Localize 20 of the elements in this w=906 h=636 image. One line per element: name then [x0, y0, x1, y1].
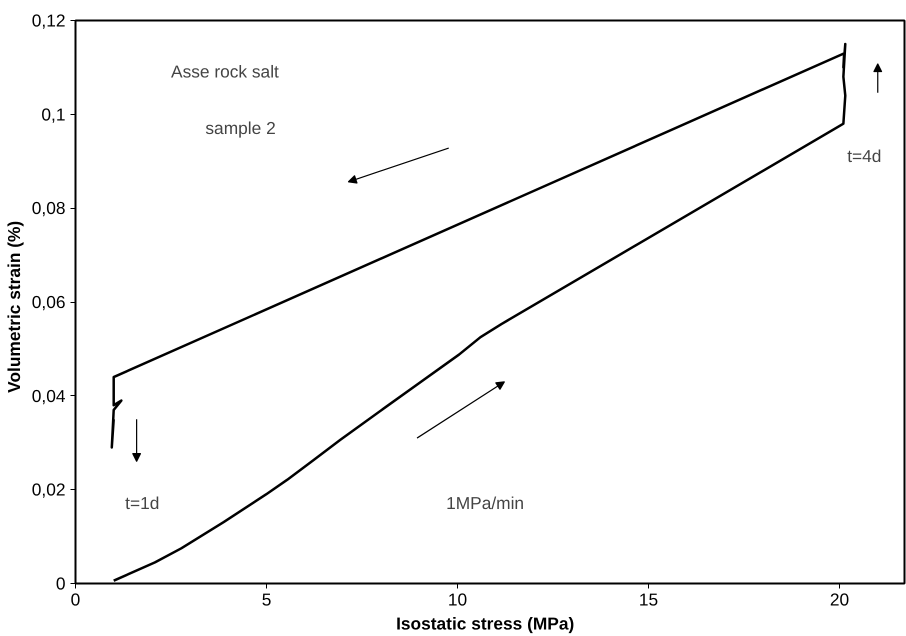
annotation: 1MPa/min	[446, 493, 524, 514]
annotation: t=1d	[125, 493, 160, 514]
y-tick-label: 0,04	[32, 386, 66, 406]
annotation: t=4d	[847, 146, 882, 166]
x-tick-label: 15	[638, 590, 658, 610]
y-tick-label: 0	[56, 574, 66, 594]
line-series	[110, 42, 847, 582]
x-axis-title: Isostatic stress (MPa)	[396, 614, 574, 634]
y-tick-label: 0,08	[32, 198, 66, 218]
x-tick-label: 20	[830, 590, 850, 610]
annotation: sample 2	[205, 118, 276, 138]
y-tick-label: 0,06	[32, 292, 66, 312]
x-tick-label: 10	[448, 590, 468, 610]
x-tick-label: 5	[262, 590, 272, 610]
y-tick-label: 0,12	[32, 10, 66, 30]
x-tick-label: 0	[70, 590, 80, 610]
annotation: Asse rock salt	[171, 61, 280, 82]
y-axis-title: Volumetric strain (%)	[4, 220, 24, 393]
y-tick-label: 0,1	[41, 104, 66, 124]
y-tick-label: 0,02	[32, 480, 66, 500]
